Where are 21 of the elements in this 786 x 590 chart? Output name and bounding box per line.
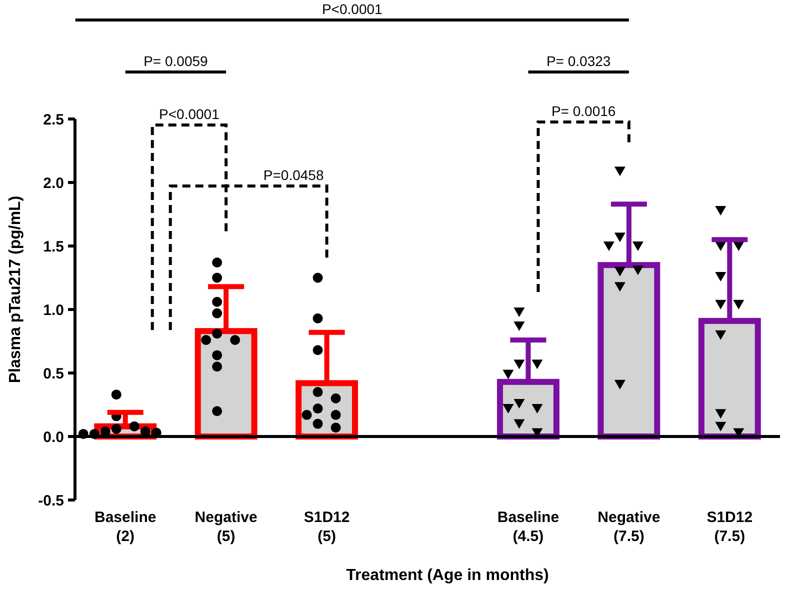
y-tick-label: 1.0	[43, 302, 64, 319]
x-tick-label: Negative (7.5)	[598, 509, 660, 545]
annotation: P<0.0001	[159, 106, 220, 122]
annotation: P=0.0458	[263, 167, 324, 183]
x-tick-label: S1D12 (7.5)	[706, 509, 753, 545]
y-tick-label: 1.5	[43, 238, 64, 256]
y-tick-label: 0.0	[43, 428, 64, 446]
text: P= 0.0323	[546, 53, 611, 69]
text: P<0.0001	[322, 1, 383, 17]
x-tick-label: S1D12 (5)	[304, 509, 350, 545]
y-tick-label: 2.5	[43, 111, 64, 128]
y-tick-label: 2.0	[43, 174, 64, 192]
x-tick-label: Baseline (4.5)	[497, 509, 560, 545]
y-tick-label: -0.5	[38, 492, 64, 510]
text: P= 0.0059	[144, 53, 208, 69]
x-axis-title: Treatment (Age in months)	[346, 567, 549, 584]
x-tick-label: Negative (5)	[194, 509, 258, 545]
x-tick-label: Baseline (2)	[94, 509, 156, 545]
y-axis-title: Plasma pTau217 (pg/mL)	[7, 196, 24, 384]
y-tick-label: 0.5	[43, 365, 64, 382]
annotation: P= 0.0016	[551, 103, 616, 119]
